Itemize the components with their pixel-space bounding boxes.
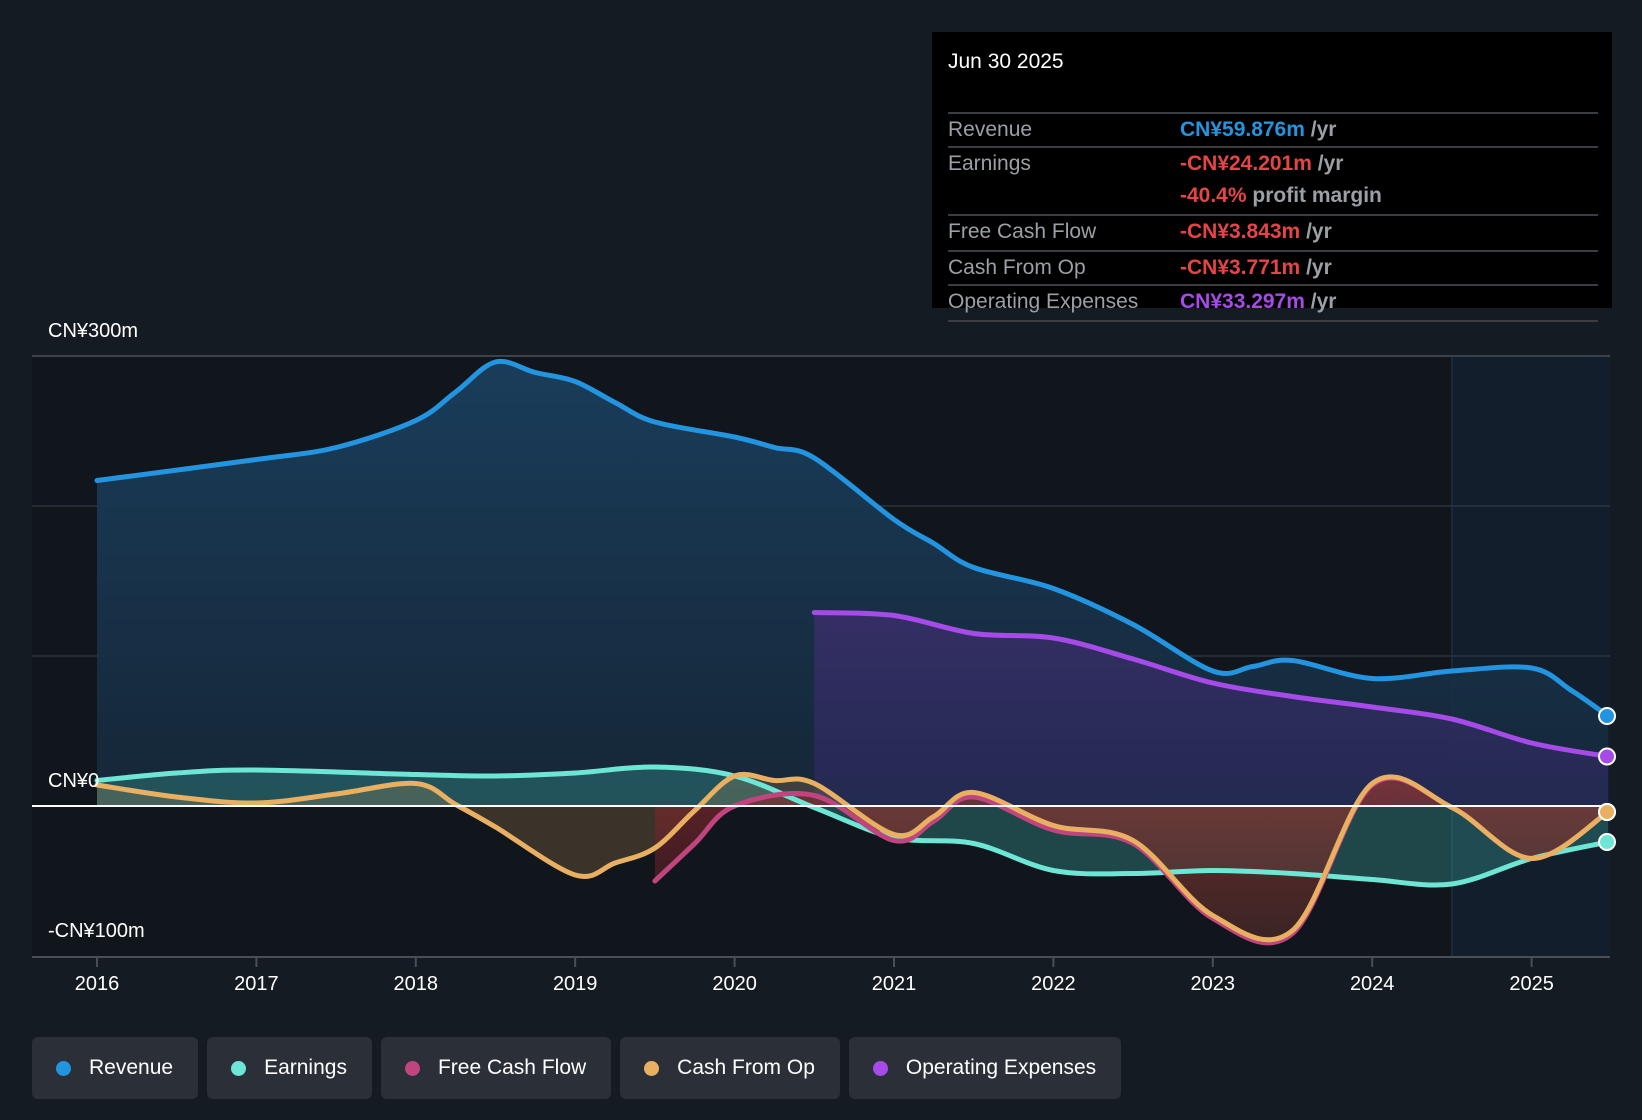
revenue-end-dot: [1598, 707, 1616, 725]
x-tick-label: 2024: [1350, 973, 1395, 995]
x-tick-label: 2016: [75, 973, 120, 995]
tooltip-row: Revenue CN¥59.876m /yr: [948, 112, 1598, 148]
x-tick-label: 2020: [712, 973, 757, 995]
legend-item-operating-expenses[interactable]: Operating Expenses: [848, 1037, 1122, 1099]
revenue-line: [94, 358, 1611, 719]
tooltip-value-amount: CN¥59.876m: [1180, 118, 1305, 141]
tooltip-row: Free Cash Flow -CN¥3.843m /yr: [948, 214, 1598, 250]
tooltip-panel: Jun 30 2025 Revenue CN¥59.876m /yr Earning…: [932, 32, 1612, 322]
tooltip-value-amount: CN¥33.297m: [1180, 290, 1305, 313]
tooltip-unit: /yr: [1304, 118, 1337, 141]
legend-dot-icon: [231, 1060, 247, 1076]
y-tick-label: -CN¥100m: [48, 920, 145, 942]
x-tick-label: 2017: [234, 973, 279, 995]
tooltip-unit: /yr: [1300, 256, 1332, 279]
operating-expenses-line: [811, 610, 1611, 759]
tooltip-value: -CN¥3.843m /yr: [1180, 220, 1332, 244]
tooltip-row: Earnings -CN¥24.201m /yr: [948, 146, 1598, 182]
x-tick-label: 2025: [1509, 973, 1554, 995]
earnings-line: [94, 764, 1611, 888]
legend-label: Operating Expenses: [905, 1056, 1097, 1079]
tooltip-value: CN¥33.297m /yr: [1180, 290, 1336, 314]
tooltip-value-amount: -CN¥24.201m: [1180, 152, 1312, 175]
tooltip-row: Cash From Op -CN¥3.771m /yr: [948, 250, 1598, 286]
x-tick-label: 2022: [1031, 973, 1076, 995]
legend-dot-icon: [644, 1060, 660, 1076]
tooltip-unit: /yr: [1311, 152, 1344, 175]
tooltip-label: Cash From Op: [948, 256, 1086, 279]
y-tick-label: CN¥0: [48, 770, 100, 792]
y-tick-label: CN¥300m: [48, 320, 139, 342]
legend: Revenue Earnings Free Cash Flow Cash From O…: [32, 1037, 1122, 1099]
tooltip-value: -CN¥24.201m /yr: [1180, 152, 1343, 176]
tooltip-row: Operating Expenses CN¥33.297m /yr: [948, 284, 1598, 320]
operating-expenses-end-dot: [1598, 747, 1616, 766]
legend-label: Free Cash Flow: [437, 1056, 587, 1079]
tooltip-unit: /yr: [1304, 290, 1337, 313]
legend-label: Earnings: [264, 1056, 347, 1079]
tooltip-divider: [948, 320, 1598, 322]
legend-dot-icon: [404, 1060, 420, 1076]
tooltip-value-amount: -CN¥3.771m: [1180, 256, 1301, 279]
tooltip-value: -40.4% profit margin: [1180, 184, 1382, 208]
tooltip-unit: profit margin: [1246, 184, 1382, 207]
legend-dot-icon: [56, 1060, 71, 1076]
tooltip-label: Earnings: [948, 152, 1031, 175]
x-tick-label: 2021: [872, 973, 917, 995]
tooltip-unit: /yr: [1300, 220, 1332, 243]
cash-from-op-line: [94, 771, 1611, 943]
tooltip-value-amount: -CN¥3.843m: [1180, 220, 1301, 243]
earnings-end-dot: [1598, 833, 1616, 851]
legend-item-earnings[interactable]: Earnings: [207, 1037, 372, 1099]
tooltip-label: Revenue: [948, 118, 1033, 141]
x-tick-label: 2023: [1191, 973, 1236, 995]
legend-label: Revenue: [89, 1056, 174, 1079]
legend-item-revenue[interactable]: Revenue: [32, 1037, 199, 1099]
tooltip-label: Free Cash Flow: [948, 220, 1097, 243]
tooltip-row: -40.4% profit margin: [948, 180, 1598, 214]
x-tick-label: 2019: [553, 973, 598, 995]
cash-from-op-end-dot: [1598, 803, 1616, 821]
free-cash-flow-area: [654, 777, 1609, 943]
x-tick-label: 2018: [394, 973, 439, 995]
legend-item-cash-from-op[interactable]: Cash From Op: [620, 1037, 840, 1099]
legend-label: Cash From Op: [677, 1056, 815, 1079]
tooltip-label: Operating Expenses: [948, 290, 1139, 313]
legend-dot-icon: [872, 1060, 888, 1076]
tooltip-value: -CN¥3.771m /yr: [1180, 256, 1332, 280]
operating-expenses-area: [814, 612, 1609, 806]
legend-item-free-cash-flow[interactable]: Free Cash Flow: [380, 1037, 612, 1099]
tooltip-date: Jun 30 2025: [948, 50, 1064, 73]
tooltip-value-amount: -40.4%: [1180, 184, 1247, 207]
tooltip-value: CN¥59.876m /yr: [1180, 118, 1336, 142]
